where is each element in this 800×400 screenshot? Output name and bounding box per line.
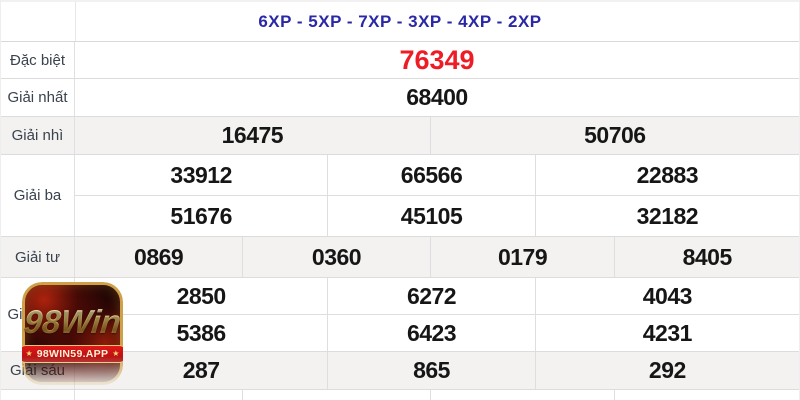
row-second-prize: Giải nhì 16475 50706 (1, 117, 799, 155)
seventh-prize-label-clipped (1, 390, 75, 400)
98win-brand-text: 98Win (22, 302, 123, 340)
special-prize-cell: 76349 (75, 42, 799, 78)
second-prize-number: 50706 (584, 122, 646, 148)
first-prize-cell: 68400 (75, 79, 799, 116)
98win-logo[interactable]: 98Win ★ 98WIN59.APP ★ (16, 282, 129, 385)
fourth-prize-number: 0869 (134, 243, 184, 270)
special-prize-label: Đặc biệt (1, 42, 75, 78)
fifth-prize-cell: 4231 (534, 315, 799, 351)
98win-badge: ★ 98WIN59.APP ★ (16, 344, 129, 363)
fourth-prize-number: 0360 (311, 243, 362, 270)
sixth-prize-cell: 292 (534, 352, 799, 389)
second-prize-label: Giải nhì (1, 117, 75, 154)
third-prize-cell: 66566 (327, 155, 534, 195)
fifth-prize-cell: 6272 (327, 278, 534, 314)
third-prize-number: 66566 (400, 161, 463, 188)
fourth-prize-cell: 0179 (429, 237, 615, 277)
region-header-row: 6XP - 5XP - 7XP - 3XP - 4XP - 2XP (1, 0, 799, 42)
sixth-prize-cell: 287 (75, 352, 327, 389)
second-prize-cell: 16475 (75, 117, 430, 154)
third-prize-number: 33912 (170, 161, 232, 188)
third-prize-number: 32182 (636, 202, 699, 229)
fifth-prize-cell: 4043 (534, 278, 799, 314)
sixth-prize-number: 287 (182, 357, 220, 383)
fourth-prize-cell: 8405 (614, 237, 799, 277)
98win-badge-text: 98WIN59.APP (36, 347, 109, 360)
special-prize-number: 76349 (399, 44, 475, 75)
row-fourth-prize: Giải tư 0869 0360 0179 8405 (1, 237, 799, 278)
fifth-prize-cell: 6423 (327, 315, 534, 351)
third-prize-cell: 51676 (75, 196, 327, 236)
fourth-prize-cell: 0869 (75, 237, 242, 277)
second-prize-number: 16475 (221, 122, 284, 148)
fifth-prize-number: 6272 (406, 282, 457, 309)
third-prize-cell: 32182 (534, 196, 799, 236)
fourth-prize-label: Giải tư (1, 237, 75, 277)
fifth-prize-number: 4231 (642, 319, 693, 346)
third-prize-label: Giải ba (1, 155, 75, 236)
fifth-prize-number: 6423 (406, 319, 457, 346)
fourth-prize-number: 0179 (497, 243, 548, 270)
seventh-prize-cell (429, 390, 615, 400)
seventh-prize-cell (75, 390, 242, 400)
row-third-prize: Giải ba 33912 66566 22883 51676 45105 32… (1, 155, 799, 237)
first-prize-number: 68400 (406, 84, 468, 110)
sixth-prize-cell: 865 (327, 352, 534, 389)
fifth-prize-number: 2850 (176, 282, 227, 309)
second-prize-cell: 50706 (429, 117, 799, 154)
third-prize-number: 22883 (636, 161, 699, 188)
third-prize-line-1: 33912 66566 22883 (75, 155, 799, 195)
fifth-prize-cell: 5386 (75, 315, 327, 351)
sixth-prize-number: 292 (648, 357, 686, 383)
first-prize-label: Giải nhất (1, 79, 75, 116)
row-seventh-prize-clipped (1, 390, 799, 400)
fifth-prize-line-2: 5386 6423 4231 (75, 314, 799, 351)
third-prize-cell: 45105 (327, 196, 534, 236)
seventh-prize-cell (242, 390, 430, 400)
fifth-prize-line-1: 2850 6272 4043 (75, 278, 799, 314)
seventh-prize-cell (614, 390, 799, 400)
fifth-prize-number: 4043 (642, 282, 693, 309)
third-prize-number: 51676 (170, 202, 232, 229)
star-icon: ★ (25, 348, 33, 358)
row-special-prize: Đặc biệt 76349 (1, 42, 799, 79)
third-prize-number: 45105 (400, 202, 463, 229)
fifth-prize-number: 5386 (176, 319, 227, 346)
fourth-prize-number: 8405 (682, 243, 733, 270)
third-prize-cell: 33912 (75, 155, 327, 195)
fifth-prize-cell: 2850 (75, 278, 327, 314)
third-prize-line-2: 51676 45105 32182 (75, 195, 799, 236)
star-icon: ★ (112, 348, 120, 358)
region-codes-title: 6XP - 5XP - 7XP - 3XP - 4XP - 2XP (258, 11, 542, 31)
row-first-prize: Giải nhất 68400 (1, 79, 799, 117)
row-fifth-prize: Giải năm 2850 6272 4043 5386 6423 4231 (1, 278, 799, 352)
third-prize-cell: 22883 (534, 155, 799, 195)
sixth-prize-number: 865 (413, 357, 450, 383)
fourth-prize-cell: 0360 (242, 237, 430, 277)
